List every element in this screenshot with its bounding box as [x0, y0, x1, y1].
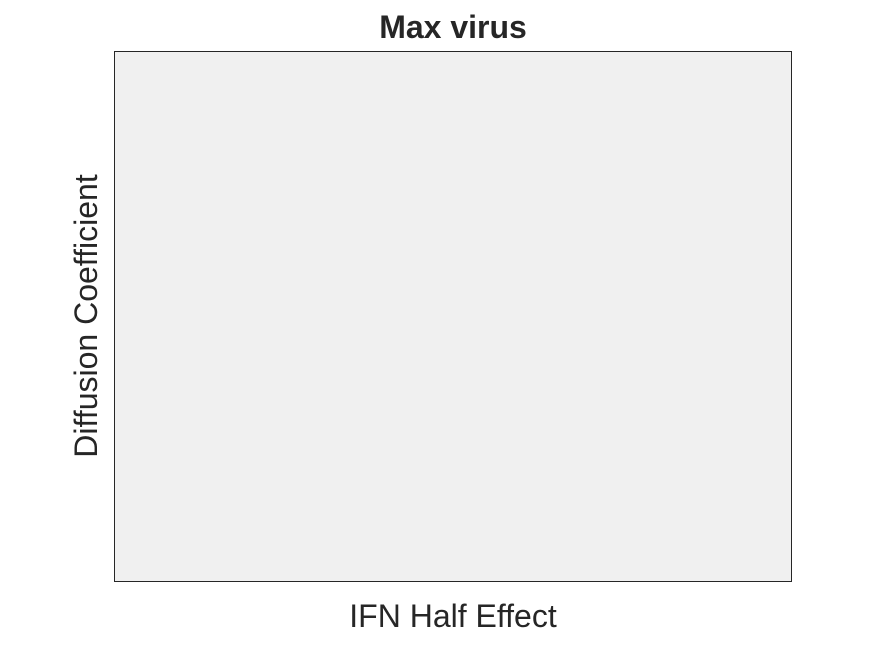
chart-title: Max virus	[379, 9, 527, 45]
plot-area	[114, 51, 792, 582]
x-axis-label: IFN Half Effect	[349, 598, 557, 634]
y-axis-label: Diffusion Coefficient	[68, 174, 104, 458]
